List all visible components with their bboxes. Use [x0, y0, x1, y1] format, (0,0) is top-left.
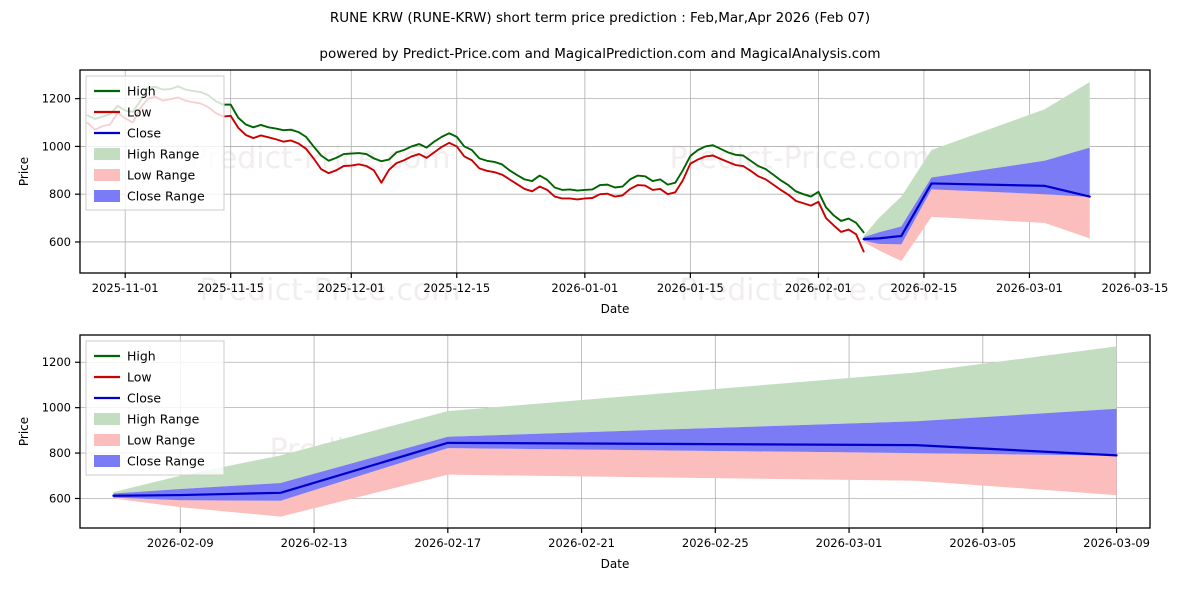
plot-frame — [79, 334, 1151, 529]
page-subtitle: powered by Predict-Price.com and Magical… — [319, 46, 881, 62]
legend-item-label: High Range — [127, 412, 200, 427]
watermark-label: Predict-Price.com — [680, 273, 941, 308]
x-tick-label: 2026-03-05 — [949, 536, 1016, 550]
x-tick-label: 2026-02-25 — [682, 536, 749, 550]
x-tick-label: 2026-02-15 — [891, 281, 958, 295]
legend-swatch-patch — [94, 434, 120, 446]
page-title: RUNE KRW (RUNE-KRW) short term price pre… — [329, 10, 871, 26]
bottom-chart: Predict-Price.comPredict-Price.com600800… — [17, 334, 1151, 571]
legend-box — [85, 75, 225, 211]
low-range-band — [863, 189, 1090, 262]
plot-frame — [79, 69, 1151, 274]
legend-item-label: Low — [127, 105, 152, 120]
close-range-band — [863, 147, 1090, 245]
x-tick-label: 2026-03-15 — [1102, 281, 1169, 295]
legend-item-label: High — [127, 84, 156, 99]
x-tick-label: 2026-02-21 — [548, 536, 615, 550]
y-tick-label: 1200 — [42, 92, 71, 106]
x-tick-label: 2026-02-17 — [414, 536, 481, 550]
legend-item-label: Close — [127, 391, 161, 406]
y-axis-title: Price — [17, 157, 31, 186]
legend-box — [85, 340, 225, 476]
x-tick-label: 2026-01-01 — [551, 281, 618, 295]
legend-item-label: Low Range — [127, 433, 196, 448]
watermark-label: Predict-Price.com — [200, 273, 461, 308]
legend-item-label: High — [127, 349, 156, 364]
x-axis-title: Date — [601, 302, 630, 316]
low-range-band — [113, 448, 1117, 517]
legend-swatch-patch — [94, 413, 120, 425]
x-tick-label: 2025-12-01 — [318, 281, 385, 295]
y-tick-label: 1000 — [42, 401, 71, 415]
legend-swatch-patch — [94, 190, 120, 202]
y-axis-title: Price — [17, 417, 31, 446]
y-tick-label: 1200 — [42, 355, 71, 369]
close-line — [112, 441, 1118, 497]
x-tick-label: 2026-03-09 — [1083, 536, 1150, 550]
x-tick-label: 2025-11-01 — [92, 281, 159, 295]
y-tick-label: 800 — [49, 446, 71, 460]
legend-item-label: Close Range — [127, 189, 205, 204]
y-tick-label: 600 — [49, 491, 71, 505]
x-tick-label: 2025-12-15 — [423, 281, 490, 295]
legend-item-label: Close — [127, 126, 161, 141]
x-tick-label: 2026-02-01 — [785, 281, 852, 295]
legend-swatch-patch — [94, 455, 120, 467]
close-line — [862, 182, 1091, 241]
x-tick-label: 2026-03-01 — [816, 536, 883, 550]
top-chart: Predict-Price.com Predict-Price.com Predic… — [17, 69, 1169, 316]
watermark-label: Predict-Price.com — [670, 141, 931, 176]
y-tick-label: 1000 — [42, 139, 71, 153]
legend-swatch-patch — [94, 148, 120, 160]
legend-swatch-patch — [94, 169, 120, 181]
legend-item-label: Low — [127, 370, 152, 385]
close-range-band — [113, 408, 1117, 501]
x-tick-label: 2026-03-01 — [996, 281, 1063, 295]
legend-item-label: Close Range — [127, 454, 205, 469]
x-tick-label: 2026-02-09 — [147, 536, 214, 550]
high-range-band — [863, 81, 1090, 238]
x-tick-label: 2026-01-15 — [657, 281, 724, 295]
y-tick-label: 800 — [49, 187, 71, 201]
y-tick-label: 600 — [49, 235, 71, 249]
x-tick-label: 2026-02-13 — [281, 536, 348, 550]
legend-item-label: High Range — [127, 147, 200, 162]
x-tick-label: 2025-11-15 — [197, 281, 264, 295]
high-range-band — [113, 346, 1117, 494]
legend-item-label: Low Range — [127, 168, 196, 183]
x-axis-title: Date — [601, 557, 630, 571]
